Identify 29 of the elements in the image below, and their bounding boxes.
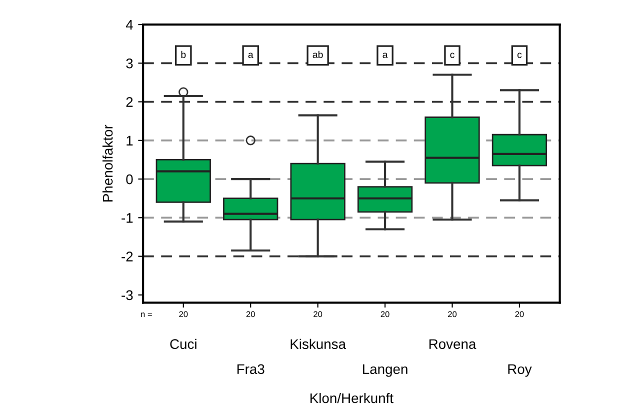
y-tick-label: -1 [122, 213, 133, 223]
x-tick-label: Cuci [170, 338, 196, 350]
annotation: b [181, 50, 186, 58]
x-tick-label: Roy [508, 364, 532, 377]
y-tick-label: 0 [126, 174, 133, 184]
text: 20 [314, 311, 322, 318]
annotation: ab [312, 50, 323, 58]
text: 20 [515, 311, 524, 318]
text: 20 [380, 311, 390, 318]
y-tick-label: -3 [122, 290, 133, 300]
y-tick-label: -2 [122, 252, 133, 262]
text: 20 [246, 311, 255, 318]
annotation: c [517, 52, 522, 58]
annotation: a [382, 52, 388, 58]
y-tick-label: 1 [126, 136, 133, 146]
x-tick-label: Kiskunsa [290, 338, 346, 350]
text: n = [141, 312, 152, 318]
text: 20 [448, 311, 457, 318]
x-tick-label: Rovena [429, 339, 476, 350]
y-tick-label: 2 [126, 97, 133, 107]
text: 20 [179, 311, 188, 318]
x-tick-label: Fra3 [237, 364, 264, 374]
y-tick-label: 3 [126, 58, 133, 68]
y-axis-title: Phenolfaktor [102, 124, 113, 202]
x-axis-title: Klon/Herkunft [310, 392, 394, 404]
annotation: c [450, 52, 454, 58]
x-tick-label: Langen [363, 364, 408, 377]
annotation: a [248, 52, 254, 58]
y-tick-label: 4 [126, 20, 133, 30]
